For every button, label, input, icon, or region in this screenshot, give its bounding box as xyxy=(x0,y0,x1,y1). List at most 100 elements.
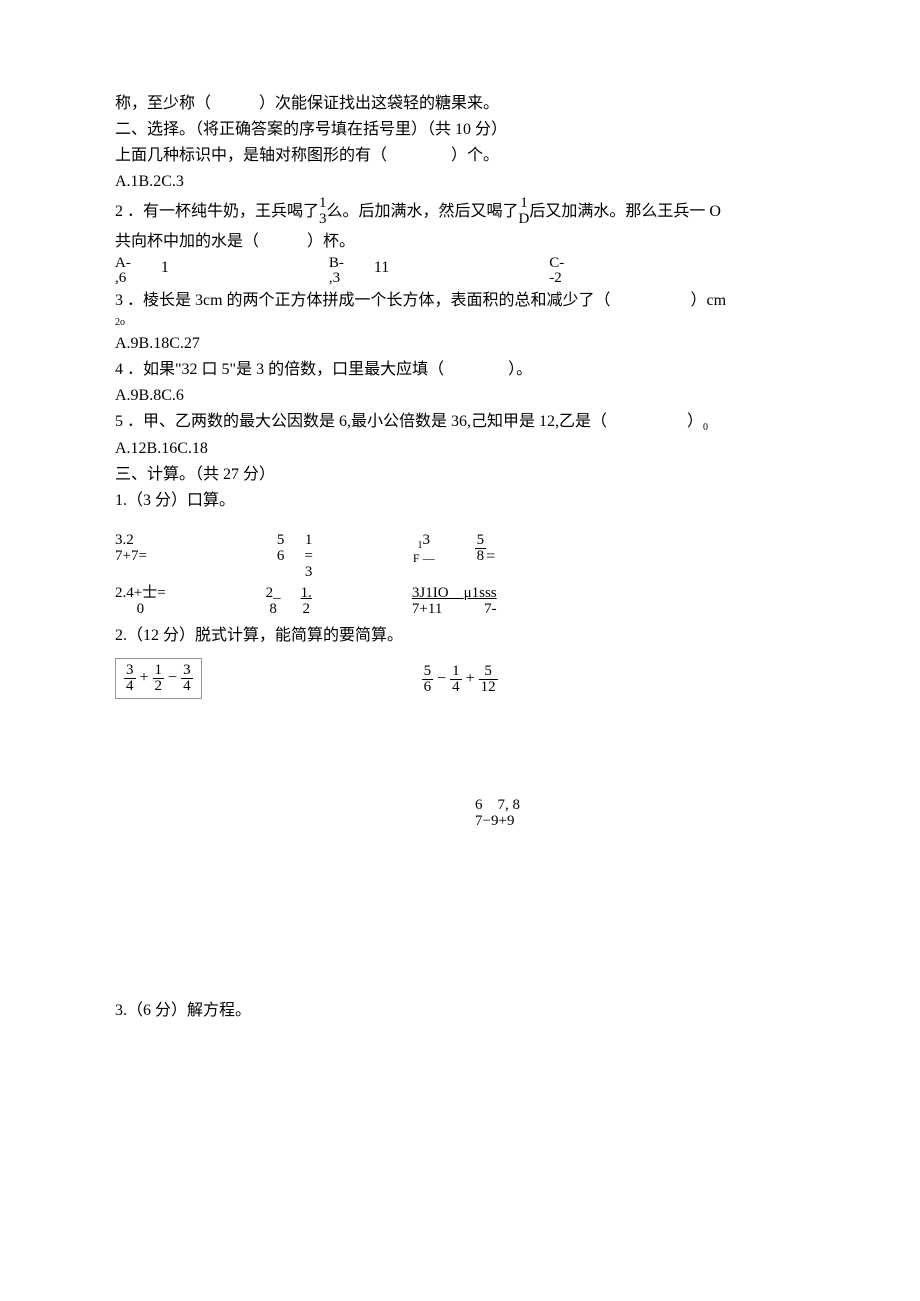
t: 2 xyxy=(303,602,311,618)
n: 1 xyxy=(450,664,462,679)
cell-3: 3J1IO μ1sss 7+11 7- xyxy=(412,586,497,618)
n: 1 xyxy=(153,663,165,678)
n: 3 xyxy=(181,663,193,678)
d: 6 xyxy=(422,679,434,695)
d: 2 xyxy=(153,678,165,694)
p3-2-title: 2.（12 分）脱式计算，能简算的要简算。 xyxy=(115,624,805,648)
q2-1-text: 上面几种标识中，是轴对称图形的有（ ）个。 xyxy=(115,144,805,168)
t: 2_ xyxy=(266,586,281,602)
d: 4 xyxy=(450,679,462,695)
f: 512 xyxy=(479,664,498,695)
cell-4: 5 8 xyxy=(475,533,487,564)
s: 9 xyxy=(491,813,499,829)
txt: B- xyxy=(329,256,344,272)
q2-2-line2: 共向杯中加的水是（ ）杯。 xyxy=(115,230,805,254)
cell-3: 13 F — xyxy=(413,533,435,564)
t: 7+11 7- xyxy=(412,602,497,618)
q2-3-text: 3 ．棱长是 3cm 的两个正方体拼成一个长方体，表面积的总和减少了（ ）cm xyxy=(115,289,805,313)
prev-question-tail: 称，至少称（ ）次能保证找出这袋轻的糖果来。 xyxy=(115,92,805,116)
t: 5 xyxy=(277,533,285,549)
expr: 6 7, 8 7−9+9 xyxy=(475,798,520,830)
den: 3 xyxy=(319,212,327,228)
s: 3J1IO xyxy=(412,585,449,601)
q2-2-options: A- ,6 1 B- ,3 11 C- -2 xyxy=(115,256,805,288)
q2-2-post: 后又加满水。那么王兵一 O xyxy=(529,200,721,224)
q2-3-options: A.9B.18C.27 xyxy=(115,332,805,356)
q2-4-text: 4 ．如果"32 口 5"是 3 的倍数，口里最大应填（ ）。 xyxy=(115,358,805,382)
t: 13 xyxy=(417,533,430,552)
t: 3 xyxy=(305,565,313,581)
p3-3-title: 3.（6 分）解方程。 xyxy=(115,999,805,1023)
q2-2-line1: 2 ．有一杯纯牛奶，王兵喝了 1 3 么。后加满水，然后又喝了 1 D 后又加满… xyxy=(115,196,805,228)
q2-1-options: A.1B.2C.3 xyxy=(115,170,805,194)
t: 7−9+9 xyxy=(475,814,520,830)
txt: ,3 xyxy=(329,271,344,287)
op: − xyxy=(168,669,181,686)
f: 56 xyxy=(422,664,434,695)
op: − xyxy=(437,670,450,687)
num: 1 xyxy=(319,196,327,212)
d: 4 xyxy=(124,678,136,694)
t: 6 xyxy=(277,549,285,565)
t: 6 7, 8 xyxy=(475,798,520,814)
den: 8 xyxy=(475,548,487,564)
cell-2a: 2_ 8 xyxy=(266,586,281,618)
t: 3J1IO μ1sss xyxy=(412,586,497,602)
cell-1: 3.2 7+7= xyxy=(115,533,147,565)
t: 8 xyxy=(269,602,277,618)
n: 5 xyxy=(422,664,434,679)
p3-2-row2: 6 7, 8 7−9+9 xyxy=(475,793,805,830)
opt-b-num: 11 xyxy=(374,256,389,280)
s: 3 xyxy=(422,532,430,548)
page: 称，至少称（ ）次能保证找出这袋轻的糖果来。 二、选择。（将正确答案的序号填在括… xyxy=(0,0,920,1085)
n: 3 xyxy=(124,663,136,678)
t: 1 xyxy=(305,533,313,549)
expr-right: 56 − 14 + 512 xyxy=(422,654,498,695)
cell-2b: 1. 2 xyxy=(301,586,312,618)
den: D xyxy=(519,212,530,228)
t: = xyxy=(304,549,312,565)
f: 12 xyxy=(153,663,165,694)
cell-1: 2.4+士= 0 xyxy=(115,586,166,618)
op: + xyxy=(140,669,153,686)
f: 34 xyxy=(124,663,136,694)
s: 7, 8 xyxy=(498,797,521,813)
t: F — xyxy=(413,552,435,565)
q2-3-sup: 2o xyxy=(115,315,805,330)
num: 5 xyxy=(475,533,487,548)
t: 1. xyxy=(301,586,312,602)
d: 12 xyxy=(479,679,498,695)
t: 3.2 xyxy=(115,533,147,549)
q2-5-text: 5 ．甲、乙两数的最大公因数是 6,最小公倍数是 36,己知甲是 12,乙是（ … xyxy=(115,410,805,435)
txt: 5 ．甲、乙两数的最大公因数是 6,最小公倍数是 36,己知甲是 12,乙是（ … xyxy=(115,413,703,430)
expr-left: 34 + 12 − 34 xyxy=(115,658,202,699)
p3-1-title: 1.（3 分）口算。 xyxy=(115,489,805,513)
t: 2.4+士= xyxy=(115,586,166,602)
d: 4 xyxy=(181,678,193,694)
txt: C- xyxy=(549,256,564,272)
s: 7+11 xyxy=(412,602,442,618)
opt-b-label: B- ,3 xyxy=(329,256,344,288)
opt-a-label: A- ,6 xyxy=(115,256,131,288)
calc-row-1: 3.2 7+7= 5 6 1 = 3 13 F — 5 8 = xyxy=(115,533,805,580)
opt-c-label: C- -2 xyxy=(549,256,564,288)
s: μ1sss xyxy=(464,585,497,601)
op: + xyxy=(466,670,479,687)
s: 7 xyxy=(475,813,483,829)
sub: 0 xyxy=(703,422,708,433)
cell-2a: 5 6 xyxy=(277,533,285,565)
s: 9 xyxy=(507,813,515,829)
cell-2b: 1 = 3 xyxy=(304,533,312,580)
f: 14 xyxy=(450,664,462,695)
calc-row-2: 2.4+士= 0 2_ 8 1. 2 3J1IO μ1sss 7+11 7- xyxy=(115,586,805,618)
s: 6 xyxy=(475,797,483,813)
section-3-title: 三、计算。（共 27 分） xyxy=(115,463,805,487)
opt-a-num: 1 xyxy=(161,256,169,280)
p3-2-row1: 34 + 12 − 34 56 − 14 + 512 xyxy=(115,654,805,703)
t: 0 xyxy=(115,602,166,618)
frac-1-3-a: 1 3 xyxy=(319,196,327,228)
n: 5 xyxy=(482,664,494,679)
eq: = xyxy=(486,545,495,569)
txt: -2 xyxy=(549,271,564,287)
q2-5-options: A.12B.16C.18 xyxy=(115,437,805,461)
